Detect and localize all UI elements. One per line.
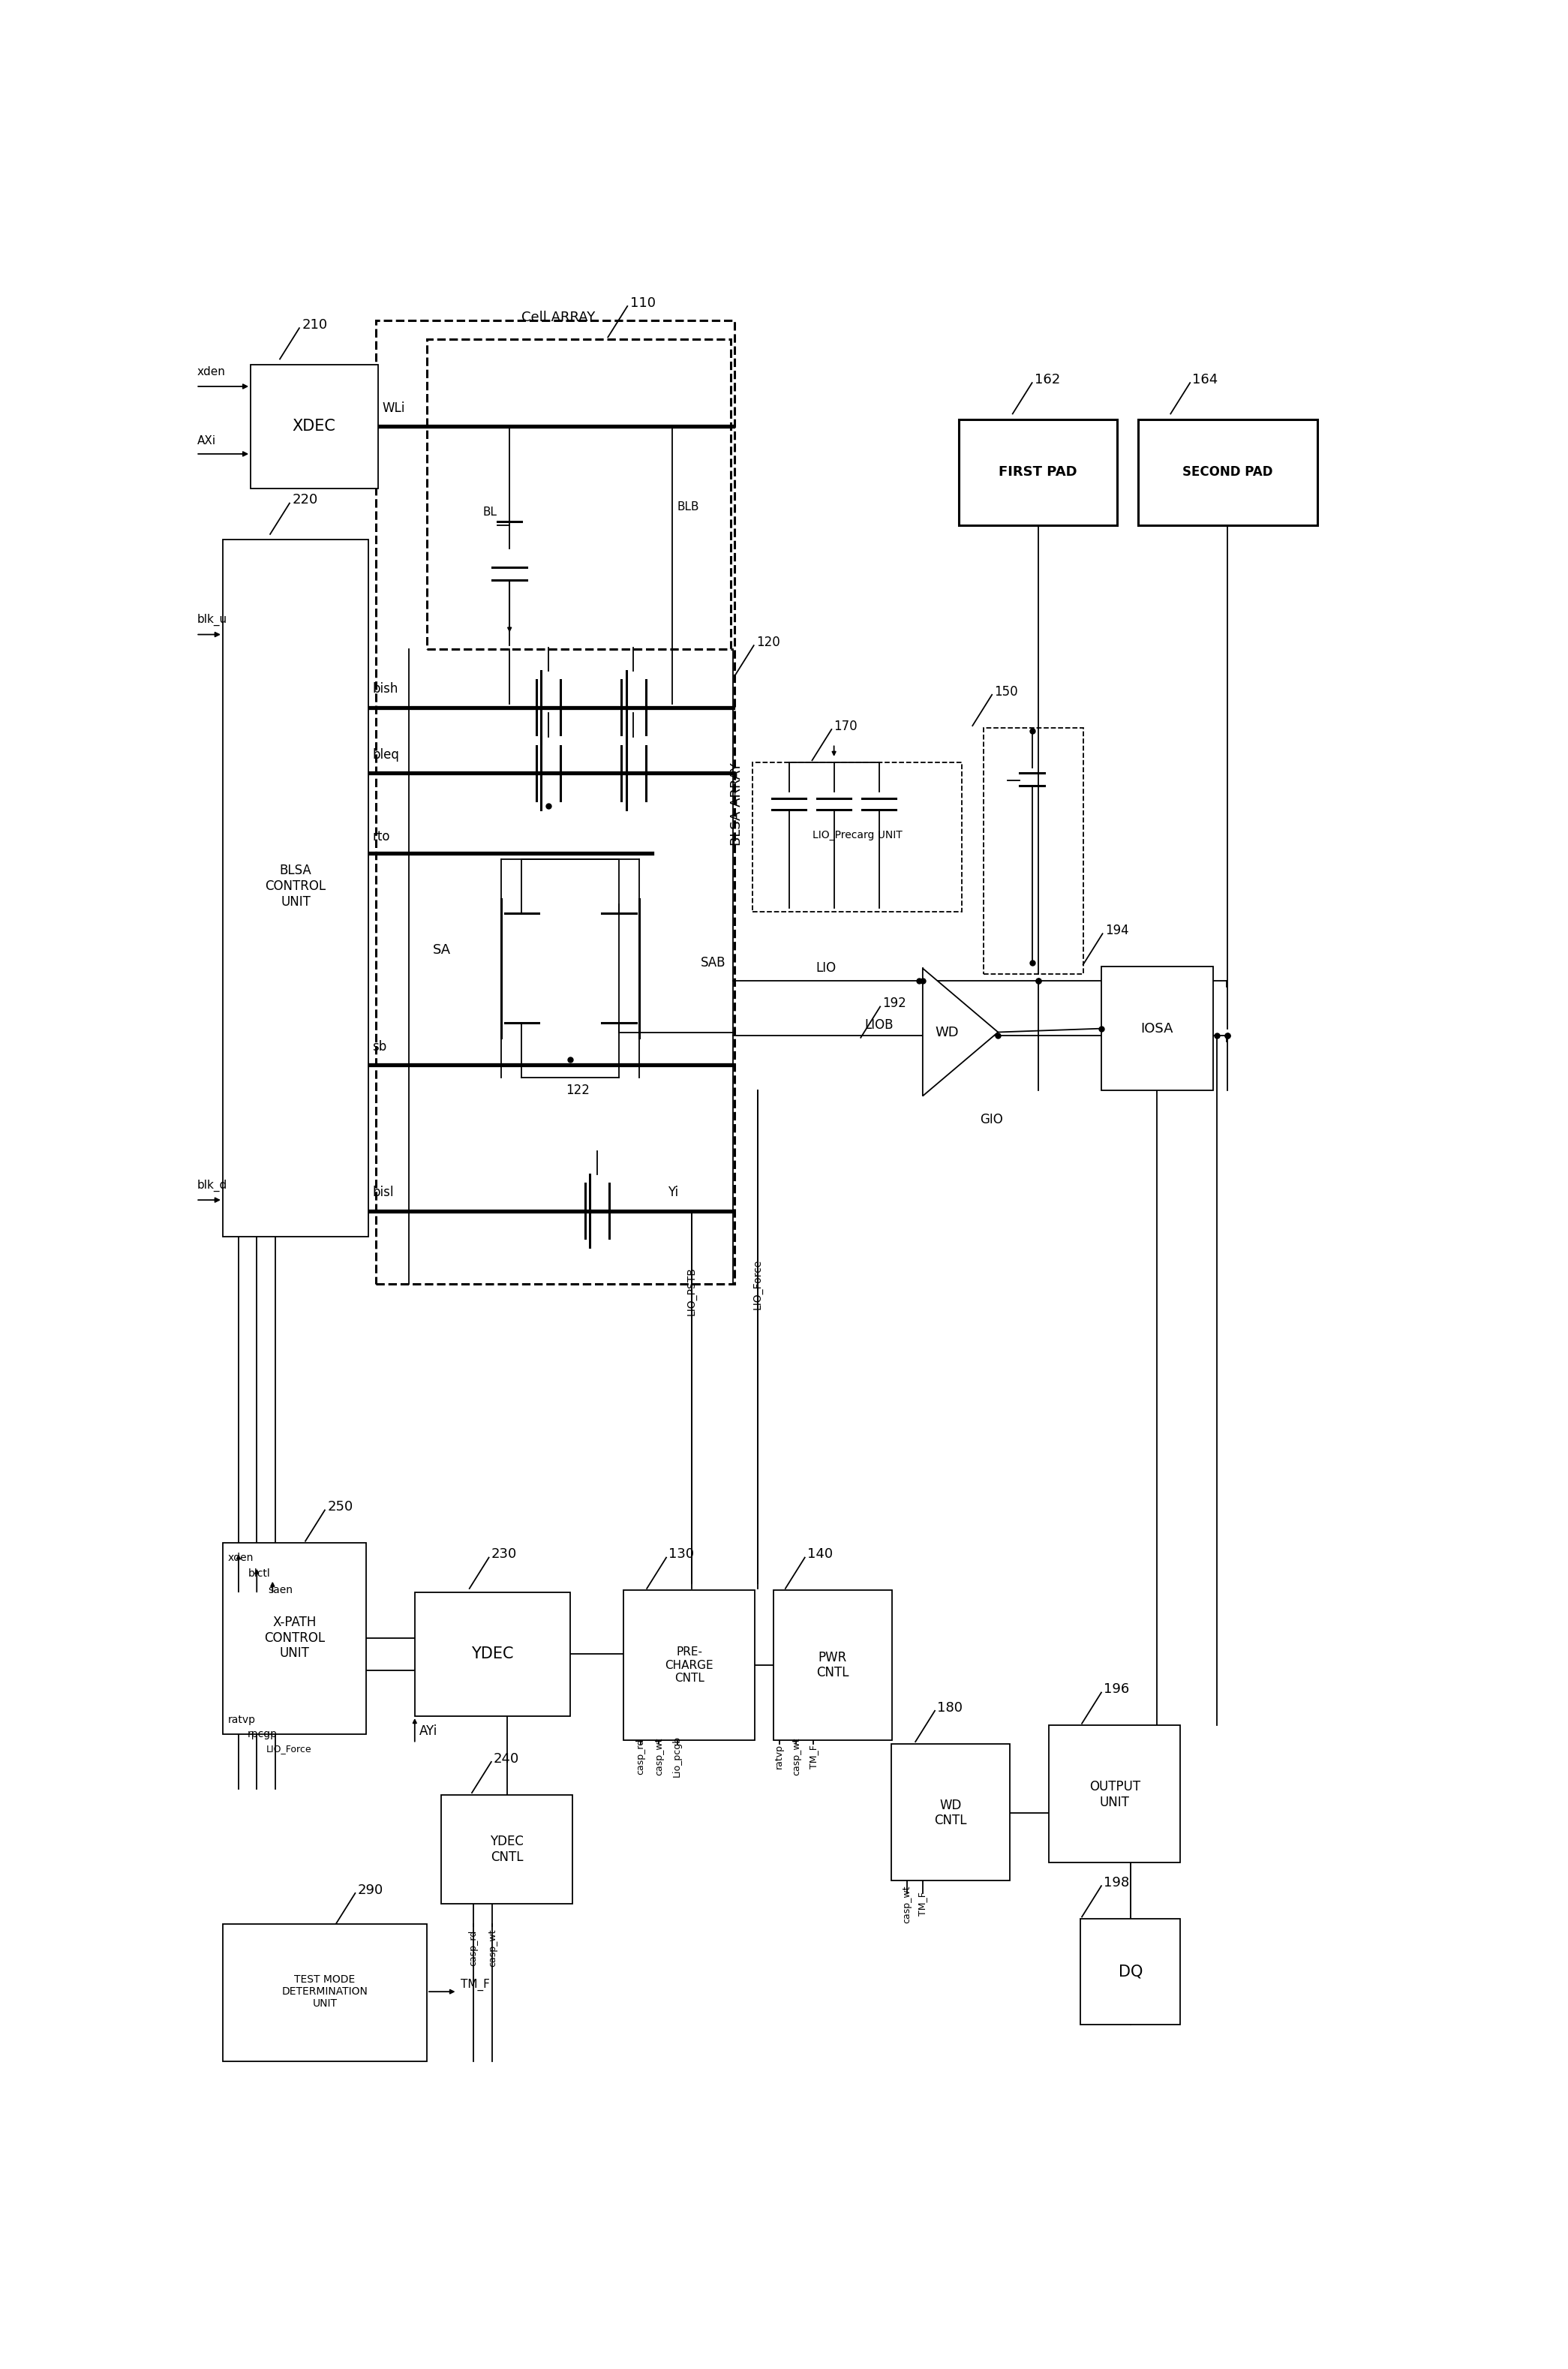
Text: GIO: GIO [980,1113,1004,1128]
Text: 220: 220 [292,493,318,507]
Polygon shape [922,969,999,1097]
Text: ratvp: ratvp [775,1744,784,1770]
Text: Cell ARRAY: Cell ARRAY [522,310,596,325]
Text: 210: 210 [301,317,328,332]
Text: XDEC: XDEC [292,419,336,434]
Bar [376,320,734,1284]
Text: casp_rd: casp_rd [469,1931,478,1966]
Text: LIO: LIO [815,962,836,976]
Text: Lio_pcgb: Lio_pcgb [673,1736,682,1777]
Bar [442,1796,572,1905]
Text: LIO_Precarg UNIT: LIO_Precarg UNIT [812,829,902,841]
Text: SAB: SAB [701,957,726,969]
Text: FIRST PAD: FIRST PAD [999,464,1077,479]
Text: sb: sb [372,1040,387,1054]
Text: 196: 196 [1104,1682,1129,1696]
Text: X-PATH
CONTROL
UNIT: X-PATH CONTROL UNIT [263,1616,325,1661]
Bar [624,1590,756,1739]
Text: casp_wt: casp_wt [654,1736,663,1774]
Text: AXi: AXi [198,436,216,448]
Text: LIO_Force: LIO_Force [267,1744,312,1753]
Text: IOSA: IOSA [1142,1021,1173,1035]
Text: blk_d: blk_d [198,1180,227,1192]
Text: SA: SA [433,943,452,957]
Bar [1101,967,1214,1090]
Text: bish: bish [372,682,398,696]
Text: 230: 230 [491,1547,517,1561]
Text: BLSA ARRAY: BLSA ARRAY [731,763,743,846]
Text: TM_F: TM_F [917,1893,928,1917]
Text: 150: 150 [994,685,1018,699]
Bar [1080,1919,1181,2025]
Text: bisl: bisl [372,1187,394,1199]
Bar [414,1592,571,1715]
Text: 164: 164 [1192,372,1218,386]
Text: saen: saen [268,1585,293,1597]
Text: 290: 290 [358,1883,383,1898]
Text: 194: 194 [1105,924,1129,938]
Bar [753,763,961,912]
Bar [1138,419,1317,526]
Text: TM_F: TM_F [461,1978,491,1990]
Text: 140: 140 [808,1547,833,1561]
Bar [1049,1725,1181,1862]
Text: AYi: AYi [420,1725,437,1736]
Bar [891,1744,1010,1881]
Text: casp_rd: casp_rd [637,1739,646,1774]
Bar [773,1590,892,1739]
Text: 180: 180 [938,1701,963,1715]
Text: WLi: WLi [383,403,405,415]
Text: 120: 120 [756,635,779,649]
Text: bleq: bleq [372,749,400,763]
Text: 162: 162 [1035,372,1060,386]
Text: YDEC: YDEC [472,1646,514,1661]
Text: Yi: Yi [668,1187,677,1199]
Text: LIO_PSTB: LIO_PSTB [687,1267,698,1315]
Text: 250: 250 [328,1500,353,1514]
Text: 130: 130 [668,1547,695,1561]
Text: SECOND PAD: SECOND PAD [1182,464,1273,479]
Text: PRE-
CHARGE
CNTL: PRE- CHARGE CNTL [665,1646,713,1684]
Text: 122: 122 [566,1083,590,1097]
Bar [251,365,378,488]
Text: casp_wt: casp_wt [488,1928,497,1966]
Text: BL: BL [483,507,497,519]
Text: xden: xden [227,1552,254,1564]
Bar [223,1924,426,2061]
Text: TEST MODE
DETERMINATION
UNIT: TEST MODE DETERMINATION UNIT [282,1973,368,2009]
Bar [426,339,731,649]
Text: casp_wt: casp_wt [792,1736,801,1774]
Text: xden: xden [198,367,226,377]
Text: PWR
CNTL: PWR CNTL [817,1651,850,1680]
Text: rpcgp: rpcgp [248,1729,278,1739]
Text: 192: 192 [883,997,906,1009]
Text: casp_wt: casp_wt [902,1886,911,1924]
Text: LIOB: LIOB [864,1019,894,1031]
Text: 240: 240 [494,1753,519,1765]
Text: blctl: blctl [248,1568,271,1580]
Text: 170: 170 [834,720,858,732]
Text: 110: 110 [630,296,655,310]
Text: DQ: DQ [1118,1964,1143,1978]
Text: ratvp: ratvp [227,1715,256,1725]
Text: WD: WD [935,1026,960,1040]
Bar [983,727,1083,974]
Bar [960,419,1116,526]
Text: blk_u: blk_u [198,614,227,625]
Text: YDEC
CNTL: YDEC CNTL [491,1836,524,1864]
Text: TM_F: TM_F [809,1744,818,1767]
Text: 198: 198 [1104,1876,1129,1890]
Text: BLSA
CONTROL
UNIT: BLSA CONTROL UNIT [265,865,326,910]
Bar [223,540,368,1237]
Text: BLB: BLB [677,502,699,512]
Text: OUTPUT
UNIT: OUTPUT UNIT [1090,1779,1140,1810]
Text: rto: rto [372,829,390,843]
Bar [223,1542,367,1734]
Text: WD
CNTL: WD CNTL [935,1798,967,1826]
Text: LIO_Force: LIO_Force [753,1258,762,1310]
